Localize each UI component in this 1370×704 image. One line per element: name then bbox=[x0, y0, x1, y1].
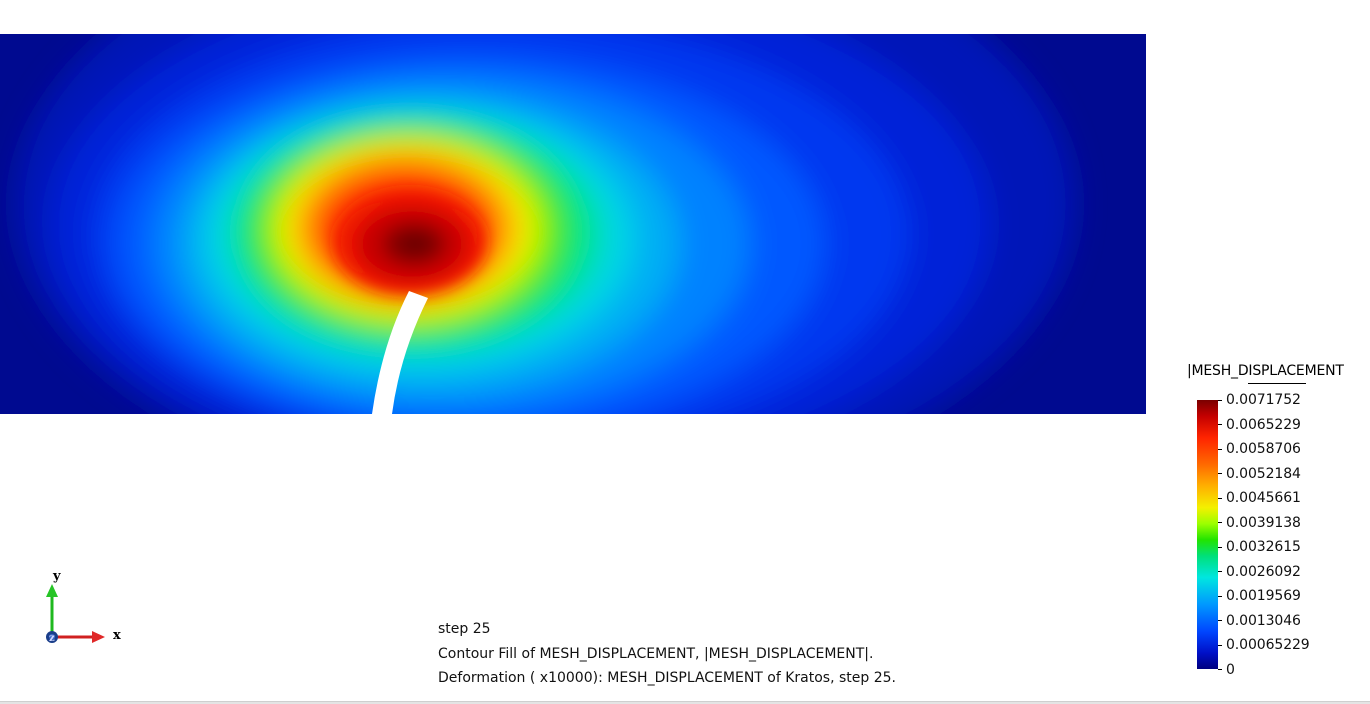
legend-value: 0.0032615 bbox=[1226, 539, 1301, 555]
legend-tick bbox=[1218, 595, 1222, 597]
legend-entry: 0.0013046 bbox=[1218, 612, 1301, 630]
legend-tick bbox=[1218, 644, 1222, 646]
contour-plot[interactable] bbox=[0, 34, 1146, 414]
legend-labels: 0.0071752 0.0065229 0.0058706 0.0052184 0.00… bbox=[1218, 390, 1368, 680]
legend-tick bbox=[1218, 571, 1222, 572]
legend-entry: 0.0026092 bbox=[1218, 563, 1301, 581]
legend-value: 0.00065229 bbox=[1226, 637, 1310, 653]
legend-tick bbox=[1218, 546, 1222, 548]
legend-value: 0.0039138 bbox=[1226, 514, 1301, 531]
step-label: step 25 bbox=[438, 621, 491, 637]
contour-plot-svg bbox=[0, 34, 1146, 414]
legend-tick bbox=[1218, 669, 1222, 670]
legend-entry: 0.0071752 bbox=[1218, 391, 1301, 409]
y-axis-arrow-icon bbox=[46, 584, 58, 597]
legend-entry: 0.0039138 bbox=[1218, 514, 1301, 532]
x-axis-arrow-icon bbox=[92, 631, 105, 643]
legend-title: |MESH_DISPLACEMENT bbox=[1187, 363, 1344, 379]
legend-tick bbox=[1218, 620, 1222, 621]
x-axis-label: x bbox=[113, 628, 121, 643]
legend-value: 0.0013046 bbox=[1226, 612, 1301, 629]
legend-value: 0.0019569 bbox=[1226, 588, 1301, 604]
legend-entry: 0.0019569 bbox=[1218, 587, 1301, 605]
legend-entry: 0.0058706 bbox=[1218, 440, 1301, 458]
legend-entry: 0.0032615 bbox=[1218, 538, 1301, 556]
deformed-slot bbox=[372, 291, 428, 414]
field-layers bbox=[15, 34, 1075, 414]
legend-tick bbox=[1218, 448, 1222, 450]
contour-description: Contour Fill of MESH_DISPLACEMENT, |MESH… bbox=[438, 645, 874, 662]
legend-title-underline bbox=[1248, 383, 1306, 384]
y-axis-label: y bbox=[52, 569, 61, 584]
field-core bbox=[335, 190, 485, 294]
legend-color-bar bbox=[1197, 400, 1218, 669]
legend-value: 0.0052184 bbox=[1226, 465, 1301, 482]
legend-tick bbox=[1218, 424, 1222, 425]
legend-value: 0.0045661 bbox=[1226, 490, 1301, 506]
legend-entry: 0.0052184 bbox=[1218, 465, 1301, 483]
z-axis-label: z bbox=[49, 633, 55, 644]
legend-tick bbox=[1218, 399, 1222, 401]
legend-value: 0.0065229 bbox=[1226, 416, 1301, 433]
legend-tick bbox=[1218, 473, 1222, 474]
window-bottom-border bbox=[0, 701, 1370, 704]
legend-tick bbox=[1218, 522, 1222, 523]
axes-triad: y x z bbox=[40, 566, 140, 656]
legend-tick bbox=[1218, 497, 1222, 499]
deformation-description: Deformation ( x10000): MESH_DISPLACEMENT… bbox=[438, 670, 897, 686]
legend-entry: 0 bbox=[1218, 661, 1235, 679]
result-info: step 25 Contour Fill of MESH_DISPLACEMEN… bbox=[438, 617, 896, 691]
legend-value: 0.0026092 bbox=[1226, 563, 1301, 580]
legend-entry: 0.0045661 bbox=[1218, 489, 1301, 507]
legend-value: 0.0071752 bbox=[1226, 392, 1301, 408]
legend-entry: 0.0065229 bbox=[1218, 416, 1301, 434]
legend-value: 0 bbox=[1226, 661, 1235, 678]
legend-value: 0.0058706 bbox=[1226, 441, 1301, 457]
legend-entry: 0.00065229 bbox=[1218, 636, 1310, 654]
